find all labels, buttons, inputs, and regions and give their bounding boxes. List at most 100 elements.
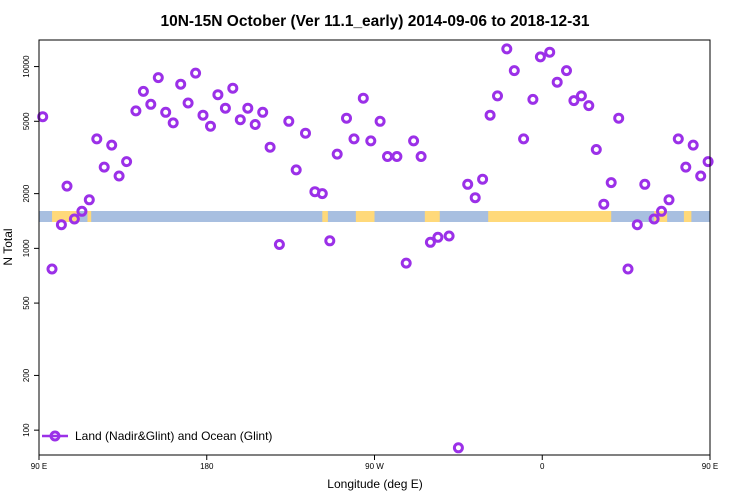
data-point [46, 263, 58, 275]
data-point [98, 161, 110, 173]
data-point [477, 173, 489, 185]
data-point [452, 442, 464, 454]
data-point [702, 156, 714, 168]
legend: Land (Nadir&Glint) and Ocean (Glint) [42, 429, 272, 443]
land-segment [424, 211, 440, 222]
data-point [182, 97, 194, 109]
data-point [656, 205, 667, 217]
data-point [534, 51, 546, 63]
x-axis-label: Longitude (deg E) [327, 477, 422, 491]
data-point [257, 106, 269, 118]
surface-strip [39, 211, 710, 222]
data-point [575, 90, 587, 102]
data-point [391, 151, 403, 162]
legend-entry: Land (Nadir&Glint) and Ocean (Glint) [75, 429, 272, 443]
data-point [613, 112, 625, 124]
y-axis-label: N Total [1, 228, 15, 265]
land-segment [562, 211, 597, 222]
data-point [527, 93, 539, 105]
data-point [424, 236, 436, 248]
data-point [37, 111, 49, 123]
data-point [130, 105, 142, 117]
data-point [234, 114, 246, 126]
y-tick-label: 10000 [22, 55, 31, 78]
data-point [167, 117, 179, 129]
data-point [137, 85, 149, 97]
data-point [605, 177, 617, 189]
data-point [55, 219, 67, 231]
data-point [568, 95, 580, 107]
data-point [639, 178, 651, 190]
y-tick-label: 1000 [22, 239, 31, 257]
data-point [484, 109, 496, 121]
data-point [341, 112, 352, 124]
data-point [492, 90, 503, 102]
x-tick-label: 0 [540, 462, 545, 471]
data-point [518, 133, 530, 145]
x-axis: 90 E 180 90 W 0 90 E [31, 455, 718, 471]
chart-title: 10N-15N October (Ver 11.1_early) 2014-09… [160, 13, 589, 30]
data-point [324, 235, 336, 247]
data-point [283, 115, 295, 127]
x-tick-label: 180 [200, 462, 214, 471]
data-point [374, 115, 386, 127]
data-point [663, 194, 675, 206]
y-tick-label: 500 [22, 296, 31, 310]
data-point [242, 102, 254, 114]
data-point [219, 102, 231, 114]
y-tick-label: 5000 [22, 112, 31, 130]
data-point [680, 161, 692, 173]
data-point [316, 188, 328, 200]
y-tick-label: 2000 [22, 184, 31, 202]
data-point [331, 148, 343, 160]
data-point [365, 135, 377, 147]
data-point [91, 133, 103, 145]
data-point [382, 151, 393, 162]
land-segment [322, 211, 328, 222]
data-points [37, 43, 714, 454]
data-point [648, 213, 660, 225]
data-point [544, 46, 556, 58]
data-point [145, 98, 157, 110]
data-point [83, 194, 95, 206]
data-point [197, 109, 209, 121]
data-point [152, 72, 164, 84]
data-point [273, 239, 285, 250]
data-point [561, 65, 572, 77]
data-point [264, 141, 276, 153]
data-point [432, 231, 444, 243]
land-segment [549, 211, 571, 222]
data-point [508, 65, 520, 77]
data-point [551, 76, 563, 88]
data-point [695, 170, 707, 182]
x-tick-label: 90 W [365, 462, 384, 471]
data-point [175, 78, 187, 90]
data-point [212, 89, 224, 101]
data-point [598, 198, 610, 210]
data-point [61, 180, 73, 192]
legend-marker [49, 430, 61, 442]
data-point [290, 164, 302, 176]
data-point [249, 119, 261, 130]
data-point [68, 213, 80, 225]
x-tick-label: 90 E [702, 462, 718, 471]
y-tick-label: 200 [22, 368, 31, 382]
data-point [205, 120, 216, 132]
data-point [190, 67, 202, 79]
data-point [415, 151, 427, 162]
data-point [622, 263, 634, 275]
data-point [400, 257, 412, 269]
land-segment [355, 211, 375, 222]
land-segment [683, 211, 692, 222]
data-point [300, 127, 311, 139]
data-point [113, 170, 125, 182]
land-segment [52, 211, 81, 222]
data-point [631, 219, 643, 231]
data-point [121, 156, 133, 168]
data-point [687, 139, 699, 151]
y-axis: 100 200 500 1000 2000 5000 10000 [22, 55, 39, 437]
data-point [672, 133, 684, 145]
data-point [590, 144, 602, 155]
y-tick-label: 100 [22, 423, 31, 437]
